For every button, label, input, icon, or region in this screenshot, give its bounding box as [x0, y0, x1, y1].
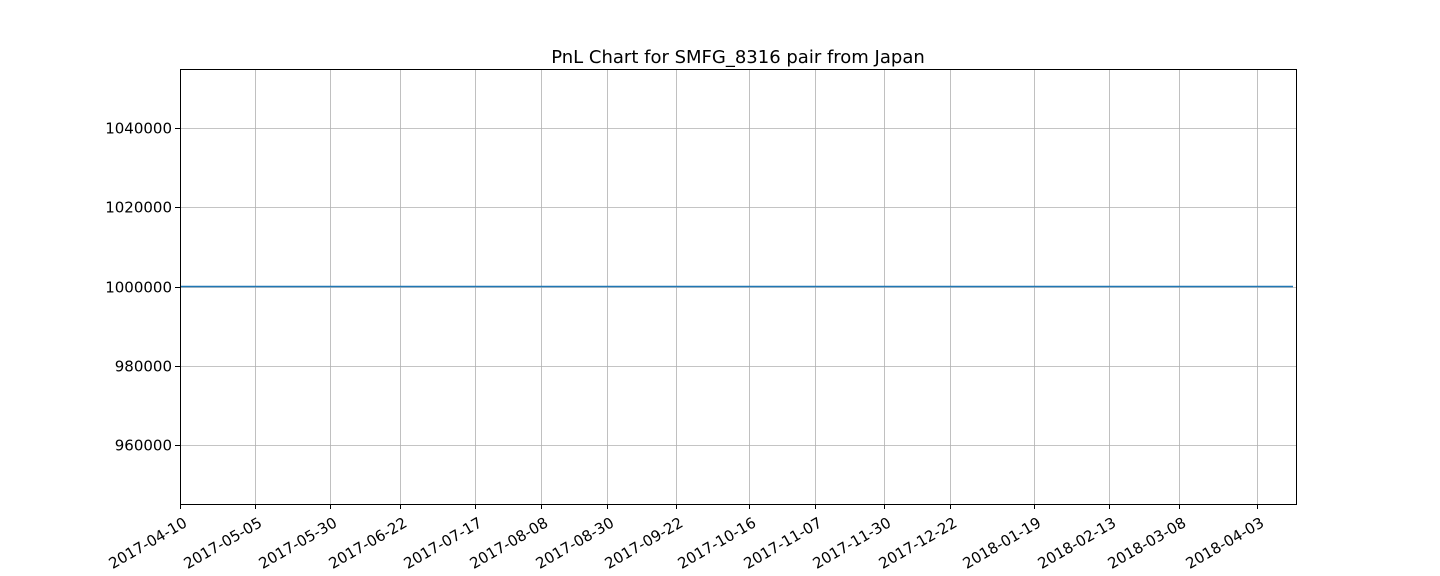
x-tick-label: 2018-02-13 [1035, 514, 1120, 573]
x-tick-label: 2017-05-05 [181, 514, 266, 573]
chart-title: PnL Chart for SMFG_8316 pair from Japan [551, 47, 925, 68]
x-tick-label: 2018-01-19 [960, 514, 1045, 573]
y-tick-label: 960000 [115, 437, 172, 455]
y-tick-label: 1040000 [105, 120, 172, 138]
y-axis: 960000 980000 1000000 1020000 1040000 [105, 120, 180, 455]
x-tick-label: 2018-03-08 [1105, 514, 1190, 573]
x-tick-label: 2017-09-22 [602, 514, 687, 573]
x-tick-label: 2018-04-03 [1183, 514, 1268, 573]
x-axis: 2017-04-102017-05-052017-05-302017-06-22… [106, 504, 1268, 573]
x-tick-label: 2017-05-30 [256, 514, 341, 573]
y-tick-label: 1000000 [105, 279, 172, 297]
x-tick-label: 2017-04-10 [106, 514, 191, 573]
plot-frame [180, 69, 1297, 505]
y-tick-label: 980000 [115, 358, 172, 376]
x-tick-label: 2017-06-22 [326, 514, 411, 573]
y-tick-label: 1020000 [105, 199, 172, 217]
